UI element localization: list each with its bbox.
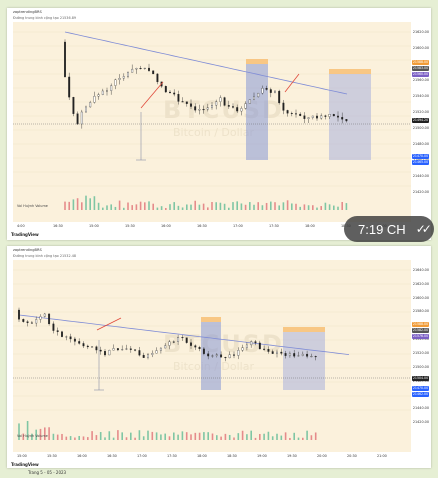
price-tick-label: 21500.00 xyxy=(412,126,429,130)
time-tick-label: 17:30 xyxy=(167,454,177,458)
price-tick-label: 21440.00 xyxy=(412,406,429,411)
time-tick-label: 16:00 xyxy=(161,224,171,228)
volume-indicator-label: Vol Huỳnh Volume xyxy=(17,434,48,438)
time-tick-label: 18:00 xyxy=(197,454,207,458)
price-tag: 21470.00 xyxy=(412,154,429,159)
chart-screenshot-1[interactable]: zaptrendingBRS Đường trung bình cộng tạo… xyxy=(7,8,431,240)
price-tag: 21560.00 xyxy=(412,72,429,77)
time-tick-label: 16:30 xyxy=(107,454,117,458)
indicator-label: Đường trung bình cộng tạo 21536.89 xyxy=(13,16,77,20)
candlestick-chart xyxy=(13,269,411,440)
time-tick-label: 20:30 xyxy=(347,454,357,458)
time-tick-label: 18:30 xyxy=(227,454,237,458)
time-tick-label: 17:30 xyxy=(269,224,279,228)
chart-author: zaptrendingBRS xyxy=(13,248,42,252)
price-tick-label: 21620.00 xyxy=(412,30,429,34)
tradingview-logo: TradingView xyxy=(11,462,39,467)
chart-screenshot-2[interactable]: zaptrendingBRS Đường trung bình cộng tạo… xyxy=(7,246,431,468)
symbol-watermark-sub: Bitcoin / Dollar xyxy=(173,126,254,139)
price-tick-label: 21440.00 xyxy=(412,174,429,178)
price-tick-label: 21540.00 xyxy=(412,337,429,342)
price-tick-label: 21640.00 xyxy=(412,268,429,272)
time-tick-label: 15:00 xyxy=(89,224,99,228)
price-tag: 21588.00 xyxy=(412,322,429,327)
price-tick-label: 21420.00 xyxy=(412,420,429,424)
time-tick-label: 16:30 xyxy=(53,224,63,228)
price-axis[interactable]: 21640.0021620.0021600.0021580.0021560.00… xyxy=(411,260,429,452)
time-tick-label: 16:00 xyxy=(77,454,87,458)
price-tick-label: 21620.00 xyxy=(412,281,429,286)
price-tag: 21470.00 xyxy=(412,386,429,391)
time-tick-label: 4:00 xyxy=(17,224,25,228)
time-tick-label: 18:00 xyxy=(305,224,315,228)
time-tick-label: 15:30 xyxy=(47,454,57,458)
price-tick-label: 21480.00 xyxy=(412,142,429,146)
double-check-icon: ✓✓ xyxy=(415,222,432,236)
chart-header: zaptrendingBRS Đường trung bình cộng tạo… xyxy=(7,246,431,260)
tradingview-logo: TradingView xyxy=(11,232,39,237)
bottom-caption: Trang 5 - 05 - 2023 xyxy=(28,470,67,475)
time-tick-label: 17:00 xyxy=(233,224,243,228)
price-tag: 21494.20 xyxy=(412,118,429,123)
price-tag: 21582.00 xyxy=(412,328,429,333)
price-tag: 21465.00 xyxy=(412,160,429,165)
price-tag: 21462.00 xyxy=(412,392,429,397)
price-tag: 21576.00 xyxy=(412,334,429,339)
time-tick-label: 15:30 xyxy=(125,224,135,228)
price-tag: 21504.00 xyxy=(412,376,429,381)
time-tick-label: 19:30 xyxy=(287,454,297,458)
time-tick-label: 16:30 xyxy=(197,224,207,228)
candlestick-chart xyxy=(13,31,411,210)
price-tick-label: 21600.00 xyxy=(412,46,429,50)
price-tick-label: 21520.00 xyxy=(412,350,429,355)
time-tick-label: 20:00 xyxy=(317,454,327,458)
price-chart-area[interactable]: BTCUSD Bitcoin / Dollar Vol Huỳnh Volume xyxy=(13,260,411,452)
price-tag: 21588.00 xyxy=(412,60,429,65)
price-tick-label: 21520.00 xyxy=(412,110,429,114)
price-tick-label: 21500.00 xyxy=(412,364,429,369)
message-time: 7:19 CH xyxy=(358,221,406,237)
price-tick-label: 21600.00 xyxy=(412,295,429,300)
volume-indicator-label: Vol Huỳnh Volume xyxy=(17,204,48,208)
time-tick-label: 21:00 xyxy=(377,454,387,458)
time-tick-label: 19:00 xyxy=(257,454,267,458)
price-tick-label: 21540.00 xyxy=(412,94,429,98)
price-tick-label: 21420.00 xyxy=(412,190,429,194)
chart-author: zaptrendingBRS xyxy=(13,10,42,14)
indicator-label: Đường trung bình cộng tạo 21532.48 xyxy=(13,254,77,258)
time-tick-label: 17:00 xyxy=(137,454,147,458)
chart-header: zaptrendingBRS Đường trung bình cộng tạo… xyxy=(7,8,431,22)
price-chart-area[interactable]: BTCUSD Bitcoin / Dollar Vol Huỳnh Volume xyxy=(13,22,411,222)
price-tag: 21583.00 xyxy=(412,66,429,71)
time-axis[interactable]: 15:00 15:30 16:00 16:30 17:00 17:30 18:00 18:30… xyxy=(13,452,411,462)
price-axis[interactable]: 21620.0021600.0021580.0021560.0021540.00… xyxy=(411,22,429,222)
message-time-badge: 7:19 CH ✓✓ xyxy=(344,216,434,242)
price-tick-label: 21580.00 xyxy=(412,309,429,314)
time-tick-label: 15:00 xyxy=(17,454,27,458)
price-tick-label: 21560.00 xyxy=(412,78,429,82)
